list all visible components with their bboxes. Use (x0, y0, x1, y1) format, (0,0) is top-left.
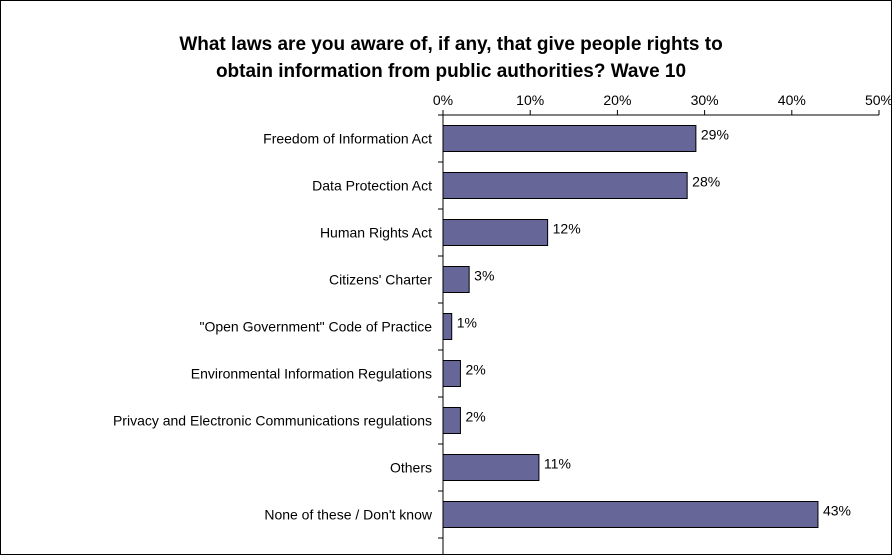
data-label: 11% (544, 456, 571, 472)
category-label: Environmental Information Regulations (191, 366, 432, 382)
data-label: 3% (474, 268, 494, 284)
bar (442, 172, 688, 199)
category-label: Freedom of Information Act (263, 131, 432, 147)
category-label: None of these / Don't know (264, 507, 433, 523)
bar (442, 407, 461, 434)
data-label: 2% (465, 362, 485, 378)
category-label: Data Protection Act (312, 178, 432, 194)
category-label: Others (390, 460, 432, 476)
data-label: 29% (701, 127, 729, 143)
data-label: 12% (553, 221, 581, 237)
category-label: Human Rights Act (320, 225, 432, 241)
x-tick-label: 50% (865, 92, 891, 108)
category-label: "Open Government" Code of Practice (200, 319, 433, 335)
bar (442, 219, 549, 246)
data-label: 43% (823, 503, 851, 519)
chart-title-line-2: obtain information from public authoriti… (215, 61, 687, 82)
category-label: Citizens' Charter (329, 272, 432, 288)
bar (442, 266, 470, 293)
data-label: 2% (465, 409, 485, 425)
bar (442, 454, 540, 481)
bar (442, 125, 697, 152)
chart-title-line-1: What laws are you aware of, if any, that… (179, 34, 723, 55)
chart-title: What laws are you aware of, if any, that… (41, 31, 861, 85)
data-label: 28% (692, 174, 720, 190)
bar (442, 501, 819, 528)
bar (442, 313, 453, 340)
x-tick-label: 20% (603, 92, 631, 108)
category-label: Privacy and Electronic Communications re… (113, 413, 432, 429)
x-tick-label: 40% (778, 92, 806, 108)
bar (442, 360, 461, 387)
x-tick-label: 0% (433, 92, 453, 108)
data-label: 1% (457, 315, 477, 331)
x-tick-label: 10% (516, 92, 544, 108)
x-tick-label: 30% (691, 92, 719, 108)
